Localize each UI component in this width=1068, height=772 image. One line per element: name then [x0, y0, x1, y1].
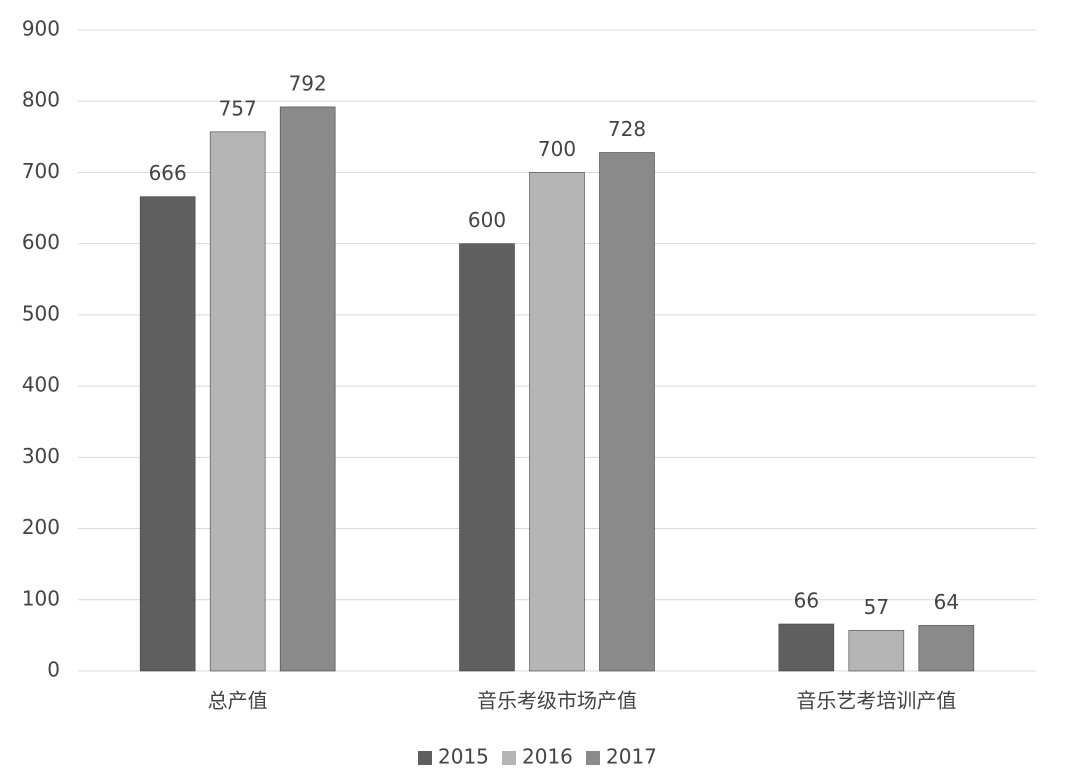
data-label: 64 — [934, 590, 959, 614]
bar — [778, 623, 835, 672]
y-tick-label: 200 — [22, 515, 60, 539]
data-label: 57 — [864, 595, 889, 619]
data-label: 728 — [608, 117, 646, 141]
data-label: 757 — [219, 96, 257, 120]
legend-label: 2017 — [606, 745, 657, 769]
data-label: 600 — [468, 208, 506, 232]
legend-label: 2015 — [438, 745, 489, 769]
data-label: 700 — [538, 137, 576, 161]
data-label: 666 — [149, 161, 187, 185]
y-tick-label: 600 — [22, 230, 60, 254]
legend-swatch — [586, 751, 600, 765]
data-label: 792 — [289, 71, 327, 95]
y-tick-label: 400 — [22, 373, 60, 397]
bar — [529, 172, 585, 672]
bar — [599, 152, 655, 672]
bar — [848, 630, 905, 672]
y-tick-label: 900 — [22, 17, 60, 41]
x-tick-label: 总产值 — [208, 689, 268, 713]
x-tick-label: 音乐考级市场产值 — [477, 689, 637, 713]
y-tick-label: 700 — [22, 159, 60, 183]
y-tick-label: 300 — [22, 444, 60, 468]
bar — [918, 625, 975, 672]
legend-label: 2016 — [522, 745, 573, 769]
y-tick-label: 800 — [22, 88, 60, 112]
bar — [209, 131, 266, 672]
y-tick-label: 0 — [47, 658, 60, 682]
bar — [139, 196, 196, 672]
bar — [279, 106, 336, 672]
legend-swatch — [502, 751, 516, 765]
data-label: 66 — [794, 588, 819, 612]
y-tick-label: 100 — [22, 586, 60, 610]
bar — [459, 243, 515, 672]
legend-swatch — [418, 751, 432, 765]
x-tick-label: 音乐艺考培训产值 — [796, 689, 956, 713]
y-tick-label: 500 — [22, 301, 60, 325]
